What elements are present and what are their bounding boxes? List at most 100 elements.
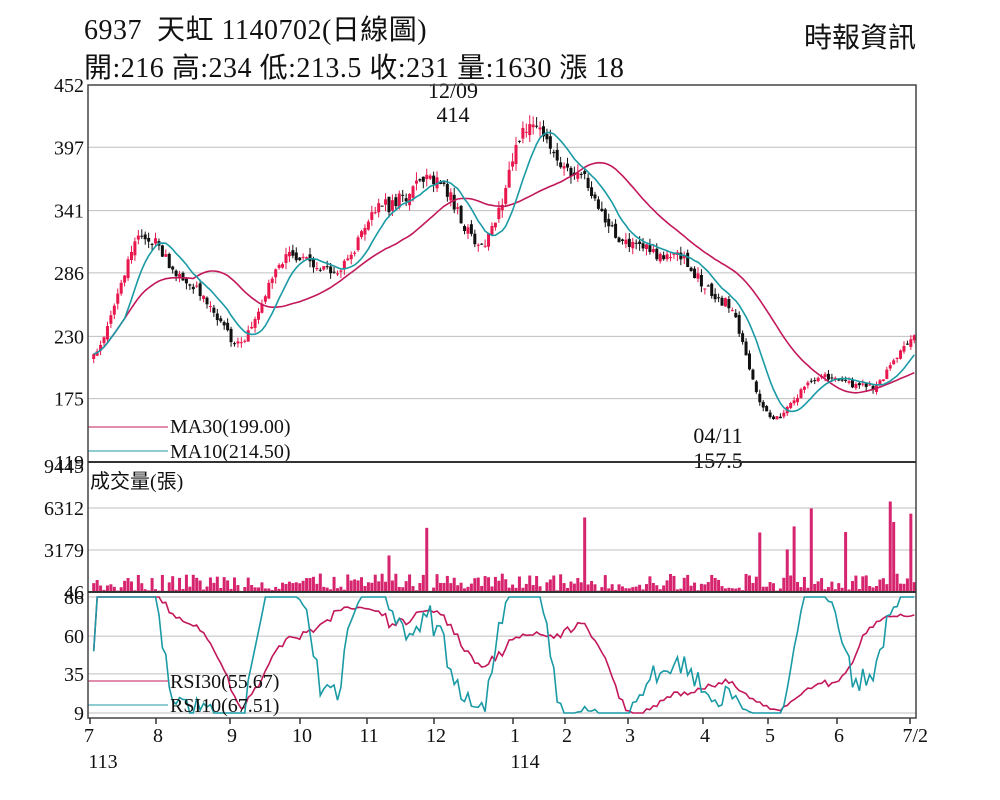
price-tick-label: 175 bbox=[54, 389, 84, 411]
volume-bar bbox=[517, 576, 521, 592]
candle-up bbox=[243, 340, 247, 342]
ma10-line bbox=[93, 131, 915, 413]
volume-bar bbox=[493, 576, 497, 592]
volume-bar bbox=[329, 589, 333, 592]
month-label: 6 bbox=[834, 725, 844, 747]
volume-bar bbox=[212, 582, 216, 592]
candle-down bbox=[768, 412, 772, 418]
volume-bar bbox=[765, 586, 769, 592]
candle-down bbox=[535, 125, 539, 127]
volume-bar bbox=[438, 582, 442, 592]
candle-up bbox=[363, 227, 367, 235]
candle-up bbox=[315, 268, 319, 270]
volume-bar bbox=[912, 582, 916, 592]
candle-up bbox=[792, 400, 796, 404]
candle-up bbox=[507, 169, 511, 188]
volume-bar bbox=[370, 582, 374, 592]
candle-down bbox=[452, 194, 456, 210]
candle-up bbox=[277, 264, 281, 269]
volume-bar bbox=[703, 584, 707, 592]
volume-bar bbox=[559, 574, 563, 592]
volume-bar bbox=[274, 586, 278, 592]
volume-bar bbox=[397, 586, 401, 592]
volume-bar bbox=[497, 580, 501, 592]
candle-up bbox=[202, 295, 206, 299]
volume-bar bbox=[693, 582, 697, 592]
candle-up bbox=[806, 382, 810, 386]
candle-down bbox=[607, 218, 611, 227]
volume-bar bbox=[198, 580, 202, 592]
stock-code: 6937 bbox=[84, 15, 142, 46]
rsi-tick-label: 86 bbox=[64, 587, 84, 609]
volume-bar bbox=[885, 584, 889, 592]
volume-bar bbox=[202, 589, 206, 592]
candle-up bbox=[411, 186, 415, 198]
volume-bar bbox=[881, 578, 885, 592]
volume-bar bbox=[655, 585, 659, 592]
candle-down bbox=[160, 245, 164, 257]
peak-value-annotation: 414 bbox=[437, 102, 470, 127]
volume-bar bbox=[154, 589, 158, 592]
volume-bar bbox=[229, 588, 233, 592]
candle-down bbox=[311, 258, 315, 268]
volume-bar bbox=[717, 579, 721, 592]
candle-down bbox=[627, 238, 631, 247]
ma30-legend-label: MA30(199.00) bbox=[170, 416, 291, 438]
candle-down bbox=[761, 401, 765, 408]
candle-up bbox=[239, 342, 243, 344]
rsi30-line bbox=[92, 596, 915, 714]
candle-down bbox=[380, 205, 384, 207]
volume-tick-label: 3179 bbox=[44, 540, 84, 562]
candle-down bbox=[432, 175, 436, 185]
volume-bar bbox=[727, 587, 731, 592]
candle-up bbox=[287, 251, 291, 257]
volume-bar bbox=[270, 589, 274, 592]
price-tick-label: 397 bbox=[54, 137, 84, 159]
candle-down bbox=[772, 416, 776, 420]
volume-bar bbox=[435, 574, 439, 592]
candle-down bbox=[332, 271, 336, 273]
price-tick-label: 119 bbox=[55, 452, 84, 474]
candle-down bbox=[744, 341, 748, 356]
volume-bar bbox=[902, 583, 906, 592]
candle-down bbox=[198, 283, 202, 297]
price-tick-label: 341 bbox=[54, 201, 84, 223]
candle-down bbox=[655, 248, 659, 260]
volume-bar bbox=[459, 582, 463, 592]
candle-up bbox=[624, 239, 628, 245]
candle-down bbox=[548, 136, 552, 149]
volume-bar bbox=[294, 582, 298, 592]
candle-down bbox=[638, 241, 642, 244]
candle-down bbox=[689, 267, 693, 272]
candle-down bbox=[713, 293, 717, 300]
candle-down bbox=[442, 182, 446, 184]
volume-bar bbox=[208, 577, 212, 592]
volume-bar bbox=[129, 581, 133, 592]
candle-down bbox=[140, 235, 144, 237]
volume-bar bbox=[171, 576, 175, 592]
volume-bar bbox=[263, 588, 267, 592]
candle-down bbox=[717, 297, 721, 299]
candle-up bbox=[274, 269, 278, 278]
month-label: 1 bbox=[510, 725, 520, 747]
candle-up bbox=[112, 305, 116, 315]
date-label: 1140702(日線圖) bbox=[221, 15, 428, 46]
candle-down bbox=[620, 239, 624, 241]
volume-bar bbox=[315, 583, 319, 592]
volume-bar bbox=[624, 588, 628, 592]
candle-up bbox=[236, 341, 240, 344]
candle-up bbox=[703, 288, 707, 290]
candle-up bbox=[888, 365, 892, 369]
volume-bar bbox=[531, 585, 535, 592]
trough-value-annotation: 157.5 bbox=[693, 448, 743, 473]
volume-bar bbox=[291, 583, 295, 592]
volume-bar bbox=[277, 588, 281, 592]
month-label: 5 bbox=[765, 725, 775, 747]
candle-down bbox=[765, 406, 769, 412]
volume-bar bbox=[552, 575, 556, 592]
volume-bar bbox=[174, 589, 178, 592]
volume-bar bbox=[167, 582, 171, 592]
volume-bar bbox=[754, 576, 758, 592]
candle-up bbox=[531, 124, 535, 128]
candle-up bbox=[105, 325, 109, 340]
